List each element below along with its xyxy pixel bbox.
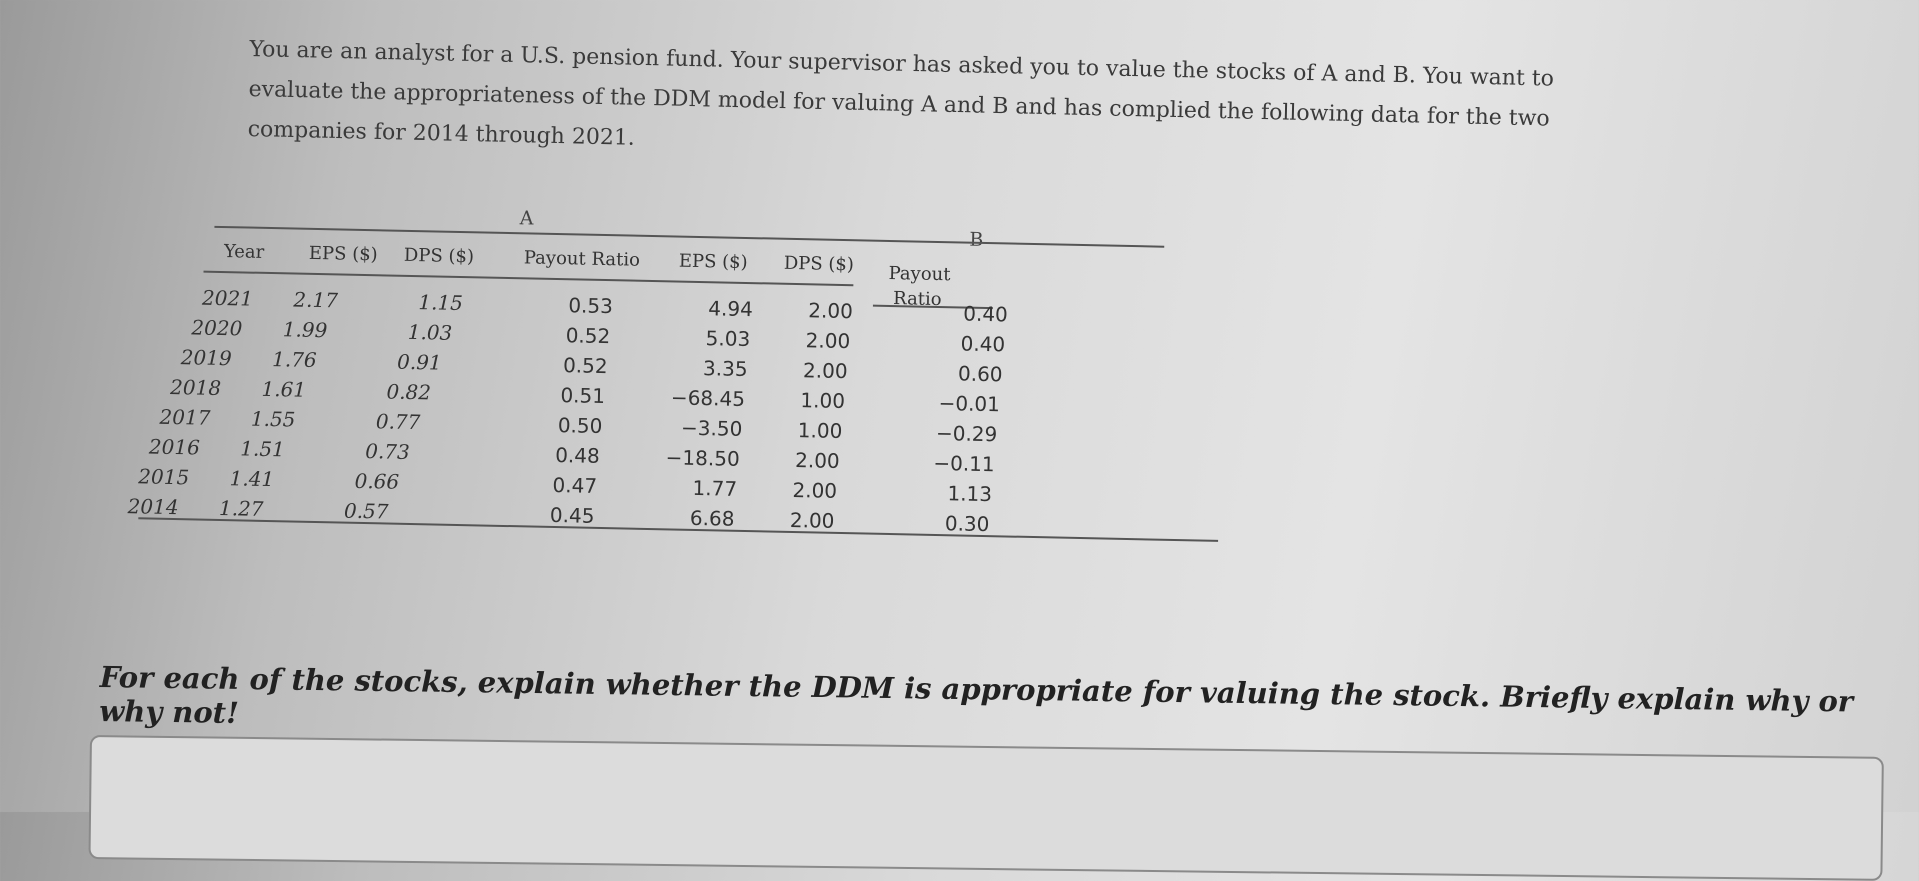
header-a-eps: EPS ($) <box>308 242 378 266</box>
cell-b-payout: 1.13 <box>947 481 993 507</box>
table-row: 2020 1.99 1.03 0.52 5.03 2.00 0.40 <box>175 200 1255 356</box>
cell-b-dps: 2.00 <box>805 328 851 354</box>
cell-b-payout: 0.40 <box>963 301 1009 327</box>
cell-a-dps: 1.15 <box>418 290 464 316</box>
cell-b-payout: −0.11 <box>933 450 995 477</box>
header-a-payout: Payout Ratio <box>523 247 641 271</box>
cell-a-eps: 1.61 <box>261 376 307 402</box>
cell-a-dps: 0.57 <box>343 498 389 524</box>
cell-a-dps: 0.66 <box>354 468 400 494</box>
data-table: A B Year EPS ($) DPS ($) Payout Ratio EP… <box>127 200 1255 663</box>
cell-a-eps: 1.51 <box>240 436 286 462</box>
table-body: 2021 2.17 1.15 0.53 4.94 2.00 0.40 2020 1.99 1.03… <box>127 200 1255 537</box>
cell-a-payout: 0.47 <box>552 472 598 498</box>
header-b-dps: DPS ($) <box>783 252 855 276</box>
cell-a-eps: 1.99 <box>282 317 328 343</box>
cell-b-dps: 2.00 <box>802 358 848 384</box>
header-b-payout-1: Payout <box>888 262 951 286</box>
cell-a-payout: 0.50 <box>557 413 603 438</box>
cell-b-dps: 1.00 <box>800 388 846 414</box>
table-row: 2018 1.61 0.82 0.51 −68.45 1.00 −0.01 <box>170 200 1255 416</box>
cell-b-payout: −0.01 <box>938 391 1001 417</box>
table-row: 2014 1.27 0.57 0.45 6.68 2.00 0.30 <box>127 200 1255 536</box>
cell-b-payout: −0.29 <box>935 420 998 447</box>
cell-a-payout: 0.52 <box>562 353 608 379</box>
cell-b-eps: 1.77 <box>692 475 738 501</box>
table-row: 2021 2.17 1.15 0.53 4.94 2.00 0.40 <box>175 200 1255 327</box>
cell-a-dps: 0.73 <box>365 439 411 464</box>
cell-b-eps: 3.35 <box>702 356 748 382</box>
cell-a-dps: 0.77 <box>375 409 421 435</box>
cell-b-dps: 2.00 <box>794 448 840 473</box>
header-year: Year <box>223 241 265 263</box>
cell-year: 2017 <box>159 404 211 430</box>
cell-a-payout: 0.48 <box>554 443 600 468</box>
cell-a-dps: 0.91 <box>396 349 442 375</box>
cell-year: 2019 <box>180 345 232 371</box>
table-row: 2016 1.51 0.73 0.48 −18.50 2.00 −0.11 <box>149 200 1255 477</box>
cell-a-payout: 0.52 <box>565 323 611 349</box>
cell-year: 2021 <box>201 285 254 311</box>
cell-b-eps: −3.50 <box>680 415 743 441</box>
cell-year: 2015 <box>138 464 190 490</box>
cell-a-eps: 1.27 <box>218 495 264 521</box>
cell-b-dps: 2.00 <box>792 477 838 503</box>
cell-b-eps: 4.94 <box>708 296 754 322</box>
header-a-dps: DPS ($) <box>403 244 475 268</box>
cell-b-eps: 5.03 <box>705 326 751 352</box>
cell-b-dps: 2.00 <box>808 298 854 324</box>
table-row: 2015 1.41 0.66 0.47 1.77 2.00 1.13 <box>138 200 1255 506</box>
cell-a-eps: 1.76 <box>271 347 317 372</box>
cell-b-payout: 0.60 <box>957 361 1003 387</box>
cell-year: 2020 <box>191 315 243 341</box>
cell-b-dps: 2.00 <box>789 507 835 533</box>
cell-b-payout: 0.40 <box>960 331 1006 357</box>
cell-a-eps: 1.55 <box>250 406 296 432</box>
group-b-label: B <box>969 228 984 251</box>
cell-b-payout: 0.30 <box>944 511 990 537</box>
answer-textbox[interactable] <box>88 735 1884 881</box>
cell-a-eps: 2.17 <box>293 287 339 313</box>
cell-year: 2016 <box>148 434 201 460</box>
cell-b-eps: −18.50 <box>665 445 740 471</box>
cell-a-payout: 0.53 <box>568 293 614 319</box>
cell-year: 2018 <box>169 374 222 401</box>
intro-paragraph: You are an analyst for a U.S. pension fu… <box>247 30 1669 182</box>
table-row: 2017 1.55 0.77 0.50 −3.50 1.00 −0.29 <box>159 200 1255 447</box>
cell-a-dps: 1.03 <box>407 319 453 345</box>
page: You are an analyst for a U.S. pension fu… <box>88 30 1884 881</box>
cell-a-payout: 0.51 <box>560 383 606 409</box>
cell-b-dps: 1.00 <box>797 418 843 444</box>
header-rule-a <box>203 270 854 287</box>
table-row: 2019 1.76 0.91 0.52 3.35 2.00 0.60 <box>175 200 1255 386</box>
cell-year: 2014 <box>127 494 179 520</box>
cell-a-dps: 0.82 <box>386 379 432 405</box>
group-a-label: A <box>519 207 534 230</box>
cell-a-eps: 1.41 <box>229 466 275 492</box>
cell-b-eps: 6.68 <box>689 505 735 531</box>
header-b-eps: EPS ($) <box>678 250 748 274</box>
cell-a-payout: 0.45 <box>549 502 595 528</box>
cell-b-eps: −68.45 <box>670 385 746 411</box>
